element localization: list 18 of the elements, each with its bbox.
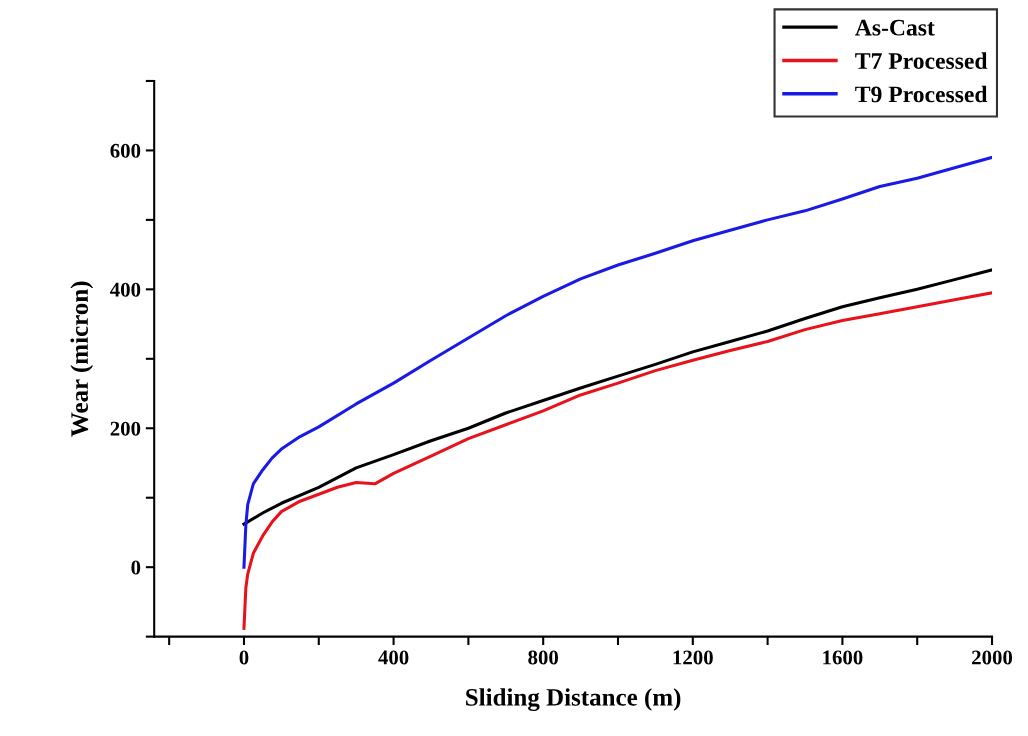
legend-label: T9 Processed — [855, 85, 988, 103]
line-series — [242, 155, 993, 569]
legend-label: T7 Processed — [855, 52, 988, 69]
y-tick-label: 200 — [110, 421, 141, 436]
x-tick-label: 1200 — [673, 650, 713, 665]
x-tick-label: 2000 — [972, 650, 1013, 665]
y-tick-label: 0 — [131, 560, 141, 575]
x-tick-label: 800 — [528, 650, 559, 665]
x-axis-title: Sliding Distance (m) — [466, 688, 681, 712]
line-series — [242, 268, 993, 526]
y-tick-label: 400 — [110, 282, 141, 297]
legend-label: As-Cast — [855, 19, 935, 36]
x-tick-label: 0 — [239, 650, 249, 665]
x-tick-label: 400 — [378, 650, 409, 665]
x-tick-label: 1600 — [823, 650, 863, 665]
y-tick-label: 600 — [110, 143, 141, 158]
line-series — [242, 291, 993, 630]
y-axis-title: Wear (micron) — [70, 281, 94, 437]
